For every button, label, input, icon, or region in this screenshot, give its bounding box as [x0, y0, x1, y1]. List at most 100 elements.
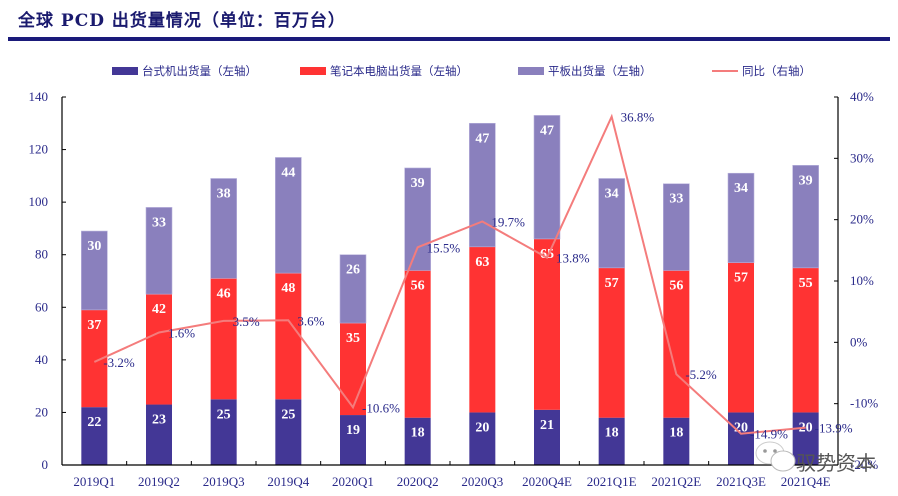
bar-label-2-2021Q2E: 33 — [669, 192, 683, 207]
x-tick-label-2021Q1E: 2021Q1E — [587, 474, 637, 489]
bar-label-1-2019Q3: 46 — [217, 286, 231, 301]
axes: 0 20 40 60 80 100 120 140 -20% -10% 0% 10% 20% 30% 40%… — [29, 89, 879, 489]
yoy-label-2021Q4E: -13.9% — [815, 421, 853, 436]
watermark: 驭势资本 — [755, 441, 876, 475]
yoy-label-2019Q2: 1.6% — [168, 326, 195, 341]
chart-title: 全球 PCD 出货量情况（单位：百万台） — [18, 11, 346, 31]
bar-0-2019Q2 — [146, 404, 172, 465]
bar-1-2021Q3E — [728, 262, 754, 413]
bar-label-2-2020Q1: 26 — [346, 263, 360, 278]
bar-0-2021Q4E — [792, 412, 819, 465]
bar-label-1-2021Q4E: 55 — [799, 276, 813, 291]
bar-label-2-2019Q4: 44 — [281, 165, 295, 180]
bar-label-2-2020Q3: 47 — [475, 131, 489, 146]
bar-1-2021Q2E — [663, 270, 690, 418]
bar-1-2020Q2 — [404, 270, 431, 418]
x-tick-label-2019Q4: 2019Q4 — [267, 474, 309, 489]
bar-label-2-2019Q2: 33 — [152, 215, 166, 230]
x-tick-label-2020Q1: 2020Q1 — [332, 474, 374, 489]
bar-2-2020Q2 — [404, 167, 431, 271]
bar-label-0-2019Q2: 23 — [152, 413, 166, 428]
bar-label-2-2021Q1E: 34 — [605, 186, 619, 201]
yoy-label-2019Q4: 3.6% — [297, 313, 324, 328]
title-underline — [8, 37, 890, 41]
bar-0-2020Q2 — [404, 417, 431, 465]
bar-label-0-2020Q1: 19 — [346, 423, 360, 438]
bar-label-1-2020Q1: 35 — [346, 331, 360, 346]
bar-label-0-2020Q4E: 21 — [540, 418, 554, 433]
left-tick-label-0: 0 — [42, 457, 49, 472]
x-tick-label-2019Q3: 2019Q3 — [203, 474, 245, 489]
x-tick-label-2019Q1: 2019Q1 — [73, 474, 115, 489]
bar-1-2020Q4E — [534, 238, 560, 410]
legend: 台式机出货量（左轴） 笔记本电脑出货量（左轴） 平板出货量（左轴） 同比（右轴） — [112, 64, 811, 78]
bar-label-1-2019Q2: 42 — [152, 302, 166, 317]
bars: 22 37 30 23 42 33 25 46 38 25 48 44 19 35 26 18 56 39 20 63… — [81, 115, 819, 465]
bar-label-2-2021Q4E: 39 — [799, 173, 813, 188]
bar-1-2020Q1 — [340, 323, 366, 416]
bar-0-2019Q3 — [210, 399, 237, 465]
bar-label-0-2020Q3: 20 — [475, 420, 489, 435]
x-tick-label-2019Q2: 2019Q2 — [138, 474, 180, 489]
yoy-label-2019Q3: 3.5% — [233, 314, 260, 329]
left-tick-label-140: 140 — [29, 89, 49, 104]
bar-2-2021Q3E — [727, 172, 755, 263]
bar-0-2021Q3E — [728, 412, 754, 465]
bar-label-0-2019Q4: 25 — [281, 407, 295, 422]
bar-label-0-2021Q2E: 18 — [669, 426, 683, 441]
bar-label-1-2021Q2E: 56 — [669, 278, 683, 293]
x-tick-label-2021Q4E: 2021Q4E — [781, 474, 831, 489]
bar-1-2021Q4E — [792, 267, 819, 413]
x-tick-label-2020Q2: 2020Q2 — [397, 474, 439, 489]
legend-label-0: 台式机出货量（左轴） — [142, 64, 257, 78]
bar-0-2019Q4 — [275, 399, 302, 465]
yoy-line-path — [93, 113, 806, 435]
right-tick-label-10%: 10% — [850, 273, 874, 288]
yoy-label-2021Q2E: -5.2% — [685, 367, 717, 382]
right-tick-label-40%: 40% — [850, 89, 874, 104]
bar-2-2020Q1 — [339, 254, 367, 324]
bar-label-1-2019Q4: 48 — [281, 281, 295, 296]
x-tick-label-2020Q4E: 2020Q4E — [522, 474, 572, 489]
legend-swatch-1 — [300, 67, 326, 75]
bar-2-2019Q2 — [145, 207, 173, 295]
right-tick-label-0%: 0% — [850, 334, 868, 349]
bar-2-2019Q1 — [81, 230, 108, 311]
legend-swatch-0 — [112, 67, 138, 75]
bar-label-1-2021Q3E: 57 — [734, 271, 748, 286]
right-tick-label--10%: -10% — [850, 396, 878, 411]
yoy-line: -3.2% 1.6% 3.5% 3.6% -10.6% 15.5% 19.7% 13.8% 36… — [93, 110, 853, 442]
bar-label-0-2020Q2: 18 — [411, 426, 425, 441]
right-tick-label--20%: -20% — [850, 457, 878, 472]
bar-1-2019Q2 — [146, 294, 172, 405]
bar-label-2-2020Q2: 39 — [411, 176, 425, 191]
bar-1-2020Q3 — [469, 246, 496, 413]
bar-2-2020Q4E — [533, 115, 561, 240]
x-tick-label-2020Q3: 2020Q3 — [461, 474, 503, 489]
bar-2-2021Q4E — [792, 165, 819, 269]
left-tick-label-100: 100 — [29, 194, 49, 209]
legend-label-1: 笔记本电脑出货量（左轴） — [330, 64, 468, 78]
bar-label-2-2019Q3: 38 — [217, 186, 231, 201]
bar-0-2021Q1E — [598, 417, 625, 465]
yoy-label-2021Q1E: 36.8% — [621, 110, 655, 125]
bar-2-2019Q3 — [210, 178, 237, 279]
x-tick-label-2021Q2E: 2021Q2E — [651, 474, 701, 489]
bar-0-2021Q2E — [663, 417, 690, 465]
bar-2-2021Q1E — [598, 178, 625, 269]
bar-label-1-2020Q3: 63 — [475, 255, 489, 270]
watermark-text: 驭势资本 — [796, 451, 876, 475]
yoy-label-2021Q3E: -14.9% — [750, 427, 788, 442]
left-tick-label-40: 40 — [35, 352, 48, 367]
bar-label-0-2021Q1E: 18 — [605, 426, 619, 441]
bar-2-2021Q2E — [663, 183, 690, 271]
bar-0-2020Q3 — [469, 412, 496, 465]
bar-label-2-2020Q4E: 47 — [540, 123, 554, 138]
yoy-label-2020Q4E: 13.8% — [556, 251, 590, 266]
left-tick-label-80: 80 — [35, 247, 48, 262]
yoy-label-2019Q1: -3.2% — [103, 355, 135, 370]
bar-1-2019Q4 — [275, 273, 302, 400]
bar-label-1-2021Q1E: 57 — [605, 276, 619, 291]
left-tick-label-60: 60 — [35, 299, 48, 314]
